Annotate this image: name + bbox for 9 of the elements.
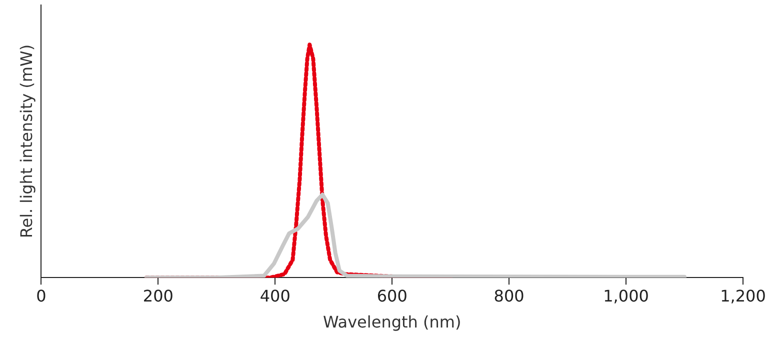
x-tick-label: 800 (494, 286, 524, 306)
x-tick-label: 1,200 (720, 286, 766, 306)
x-tick-label: 600 (376, 286, 408, 306)
x-tick-label: 400 (260, 286, 290, 306)
x-axis-title: Wavelength (nm) (322, 312, 462, 332)
x-tick-label: 1,000 (603, 286, 649, 306)
x-tick-label: 0 (36, 286, 46, 306)
x-tick-label: 200 (142, 286, 174, 306)
y-axis-title: Rel. light intensity (mW) (16, 44, 36, 238)
